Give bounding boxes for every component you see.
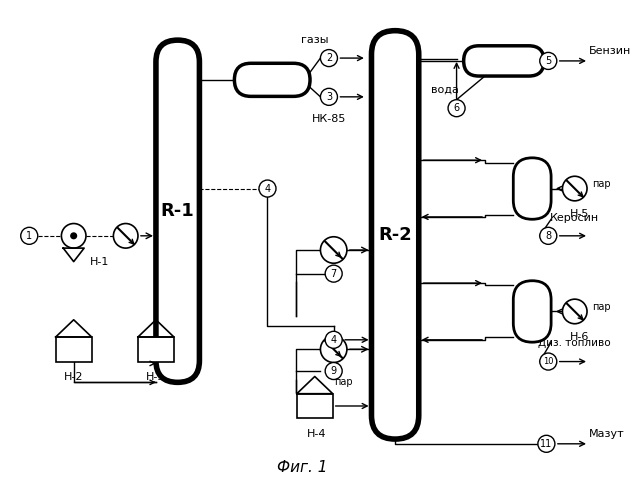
Text: 7: 7 <box>331 268 337 278</box>
Circle shape <box>321 336 347 362</box>
FancyBboxPatch shape <box>156 40 199 382</box>
Circle shape <box>540 52 557 70</box>
Circle shape <box>540 353 557 370</box>
Circle shape <box>325 332 342 348</box>
Text: 3: 3 <box>326 92 332 102</box>
Text: 10: 10 <box>543 357 554 366</box>
Text: 1: 1 <box>26 231 32 241</box>
Circle shape <box>321 88 337 106</box>
FancyBboxPatch shape <box>371 30 418 439</box>
Text: 2: 2 <box>326 53 332 63</box>
Circle shape <box>325 362 342 380</box>
Text: R-1: R-1 <box>161 202 194 220</box>
Text: 8: 8 <box>545 231 551 241</box>
FancyBboxPatch shape <box>513 280 551 342</box>
Text: Керосин: Керосин <box>550 212 599 222</box>
Text: 4: 4 <box>264 184 271 194</box>
Circle shape <box>62 224 86 248</box>
Circle shape <box>563 176 587 201</box>
Text: Н-6: Н-6 <box>570 332 589 342</box>
Text: пар: пар <box>333 377 352 387</box>
Circle shape <box>325 265 342 282</box>
Circle shape <box>448 100 465 116</box>
Text: газы: газы <box>301 35 328 45</box>
Text: Бензин: Бензин <box>589 46 631 56</box>
Circle shape <box>540 228 557 244</box>
FancyBboxPatch shape <box>234 64 310 96</box>
Circle shape <box>259 180 276 197</box>
Text: Фиг. 1: Фиг. 1 <box>277 460 328 475</box>
Text: Н-4: Н-4 <box>307 428 326 438</box>
Text: 6: 6 <box>453 103 460 113</box>
Text: пар: пар <box>592 302 610 312</box>
Text: 9: 9 <box>331 366 337 376</box>
Text: Н-3: Н-3 <box>146 372 166 382</box>
Bar <box>297 394 333 418</box>
Text: Н-1: Н-1 <box>90 256 109 266</box>
Circle shape <box>321 237 347 263</box>
Text: Н-5: Н-5 <box>570 210 589 220</box>
Text: вода: вода <box>431 85 459 95</box>
Text: пар: пар <box>592 179 610 189</box>
Bar <box>138 337 174 361</box>
Text: 4: 4 <box>331 335 337 345</box>
Bar <box>56 337 91 361</box>
Text: R-2: R-2 <box>378 226 412 244</box>
Circle shape <box>321 50 337 66</box>
Text: Н-2: Н-2 <box>64 372 83 382</box>
Text: НК-85: НК-85 <box>312 114 346 124</box>
Text: Мазут: Мазут <box>589 429 625 439</box>
Circle shape <box>563 299 587 324</box>
FancyBboxPatch shape <box>513 158 551 220</box>
Text: 5: 5 <box>545 56 551 66</box>
Text: 11: 11 <box>540 439 552 449</box>
Circle shape <box>114 224 138 248</box>
Circle shape <box>21 228 37 244</box>
Text: Диз. топливо: Диз. топливо <box>538 338 611 348</box>
FancyBboxPatch shape <box>464 46 544 76</box>
Circle shape <box>71 233 77 238</box>
Circle shape <box>538 436 555 452</box>
